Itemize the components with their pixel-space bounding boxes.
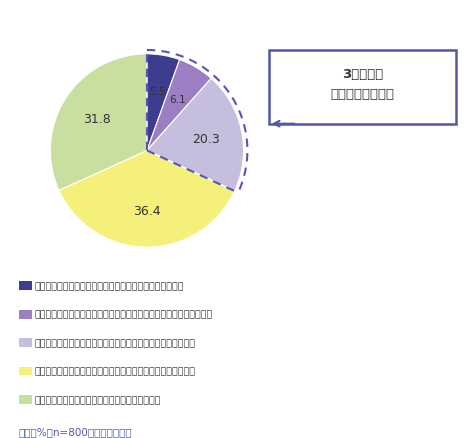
Text: 単位：%　n=800（回答者全員）: 単位：% n=800（回答者全員） [19,426,133,436]
Text: 6.1: 6.1 [169,95,186,105]
Wedge shape [50,55,147,191]
Wedge shape [147,79,244,191]
Text: 不調を感じることはあるが、医療機関を受診するほどではない: 不調を感じることはあるが、医療機関を受診するほどではない [35,339,196,347]
Text: メンタル面の不調があり、医療機関を受診するか検討中・迷っている: メンタル面の不調があり、医療機関を受診するか検討中・迷っている [35,310,213,319]
Wedge shape [147,55,180,151]
Text: 今もこれからも、不調を感じることはないと思う: 今もこれからも、不調を感じることはないと思う [35,395,161,404]
Text: 3割の人が
不調を抱えている: 3割の人が 不調を抱えている [330,67,395,101]
Bar [18,282,32,290]
Bar [18,339,32,347]
Wedge shape [59,151,235,247]
Text: 31.8: 31.8 [83,112,110,125]
Text: 5.5: 5.5 [149,87,165,97]
Bar [18,310,32,319]
Text: 今はないが、今後は不調を感じることが出てくるかも知れない: 今はないが、今後は不調を感じることが出てくるかも知れない [35,367,196,376]
FancyBboxPatch shape [269,51,456,124]
Bar [18,367,32,376]
Text: メンタル面の不調があり、医療機関を受診したことがある: メンタル面の不調があり、医療機関を受診したことがある [35,282,184,290]
Bar [18,395,32,404]
Text: 36.4: 36.4 [133,205,161,217]
Text: コロナ禍でのメンタル不調: コロナ禍でのメンタル不調 [184,13,290,28]
Wedge shape [147,60,211,151]
Text: 20.3: 20.3 [191,132,219,145]
